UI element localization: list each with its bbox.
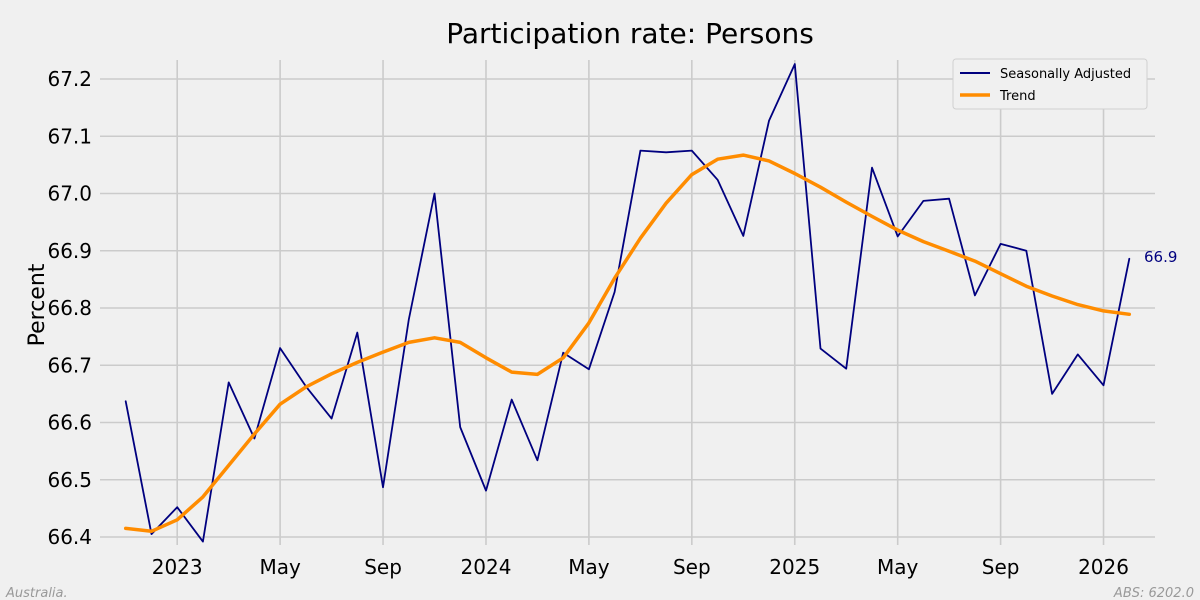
y-axis-label: Percent: [25, 263, 50, 346]
y-tick-label: 67.2: [47, 67, 92, 91]
y-tick-label: 66.4: [47, 525, 92, 549]
legend-label-seasonally-adjusted: Seasonally Adjusted: [1000, 67, 1131, 82]
x-tick-label: May: [877, 555, 919, 579]
x-tick-label: 2023: [152, 555, 203, 579]
end-value-label: 66.9: [1144, 248, 1177, 266]
y-tick-label: 67.0: [47, 182, 92, 206]
chart-title: Participation rate: Persons: [446, 17, 814, 50]
legend-box: [952, 58, 1148, 110]
series-line-trend: [123, 153, 1132, 534]
footer-left-note: Australia.: [5, 586, 68, 600]
x-tick-label: 2024: [461, 555, 512, 579]
x-tick-label: 2025: [769, 555, 820, 579]
x-tick-label: Sep: [673, 555, 711, 579]
x-tick-label: Sep: [982, 555, 1020, 579]
y-tick-label: 66.7: [47, 353, 92, 377]
y-tick-label: 66.8: [47, 296, 92, 320]
x-axis-ticks: 2023 May Sep 2024 May Sep 2025 May Sep 2026: [152, 555, 1129, 579]
y-tick-label: 66.5: [47, 468, 92, 492]
footer-source-note: ABS: 6202.0: [1113, 586, 1194, 600]
y-tick-label: 66.6: [47, 411, 92, 435]
y-tick-label: 66.9: [47, 239, 92, 263]
x-tick-label: May: [568, 555, 610, 579]
x-tick-label: Sep: [364, 555, 402, 579]
x-tick-label: May: [259, 555, 301, 579]
y-tick-label: 67.1: [47, 124, 92, 148]
legend-label-trend: Trend: [999, 89, 1036, 104]
series-lines: [123, 63, 1132, 543]
x-tick-label: 2026: [1078, 555, 1129, 579]
legend: Seasonally Adjusted Trend: [952, 58, 1148, 110]
grid-lines: [100, 60, 1155, 545]
y-axis-ticks: 66.4 66.5 66.6 66.7 66.8 66.9 67.0 67.1 67.2: [47, 67, 92, 549]
series-line-seasonally-adjusted: [124, 63, 1131, 543]
